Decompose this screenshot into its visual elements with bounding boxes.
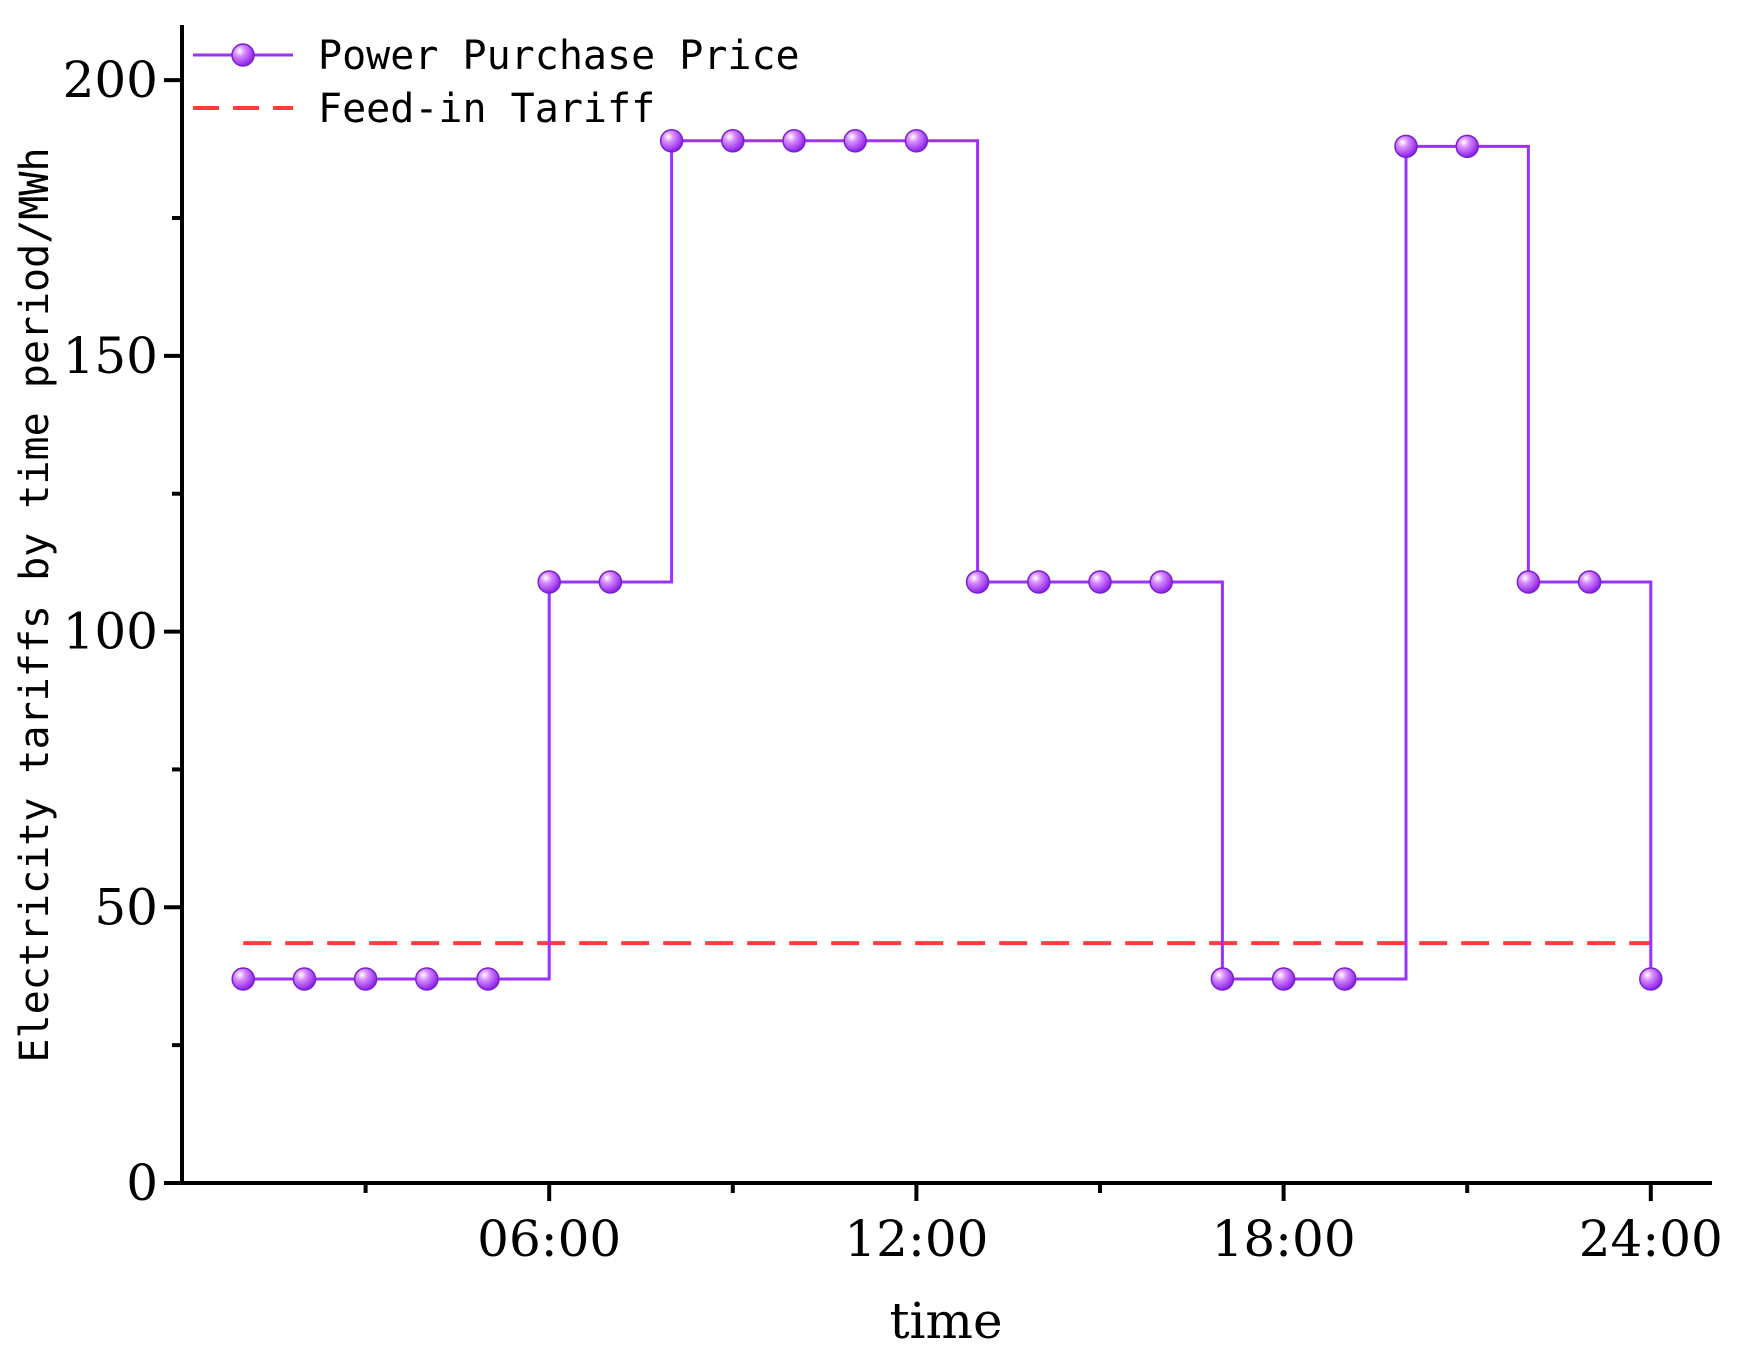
power-purchase-price-point (598, 570, 623, 594)
power-purchase-price-point (476, 967, 500, 991)
x-axis-label: time (889, 1292, 1002, 1350)
power-purchase-price-point (965, 570, 990, 594)
power-purchase-price-point (721, 129, 745, 153)
y-tick-label: 100 (63, 603, 158, 661)
x-tick-label: 12:00 (844, 1210, 988, 1268)
series-layer (231, 129, 1663, 991)
power-purchase-price-point (1639, 967, 1663, 991)
axes (180, 25, 1712, 1185)
x-tick-label: 24:00 (1579, 1210, 1723, 1268)
power-purchase-price-line (243, 139, 1653, 981)
power-purchase-price-point (415, 967, 439, 991)
power-purchase-price-point (782, 129, 806, 153)
legend: Power Purchase Price Feed-in Tariff (193, 33, 800, 132)
power-purchase-price-point (843, 129, 867, 153)
power-purchase-price-point (1516, 570, 1541, 594)
power-purchase-price-point (1394, 134, 1418, 159)
x-tick-label: 06:00 (477, 1210, 621, 1268)
legend-label-power-purchase-price: Power Purchase Price (318, 33, 800, 79)
x-ticks: 06:00 12:00 18:00 24:00 (363, 1183, 1723, 1268)
y-tick-label: 50 (94, 878, 158, 936)
power-purchase-price-point (231, 967, 255, 991)
y-tick-label: 0 (126, 1154, 158, 1212)
y-ticks: 0 50 100 150 200 (63, 51, 182, 1212)
power-purchase-price-point (1088, 570, 1112, 594)
power-purchase-price-point (1210, 967, 1235, 991)
legend-marker-power-purchase-price (231, 43, 255, 67)
power-purchase-price-point (537, 570, 561, 594)
power-purchase-price-point (1149, 570, 1173, 594)
power-purchase-price-point (1333, 967, 1357, 991)
y-axis-label: Electricity tariffs by time period/MWh (12, 147, 58, 1062)
power-purchase-price-point (292, 967, 317, 991)
y-tick-label: 150 (63, 327, 158, 385)
power-purchase-price-point (1577, 570, 1602, 594)
legend-label-feed-in-tariff: Feed-in Tariff (318, 86, 655, 132)
power-purchase-price-point (1455, 134, 1479, 159)
power-purchase-price-point (659, 129, 684, 153)
power-purchase-price-point (353, 967, 378, 991)
x-tick-label: 18:00 (1212, 1210, 1356, 1268)
power-purchase-price-point (904, 129, 929, 153)
power-purchase-price-point (1271, 967, 1296, 991)
power-purchase-price-point (1027, 570, 1051, 594)
y-tick-label: 200 (63, 51, 158, 109)
